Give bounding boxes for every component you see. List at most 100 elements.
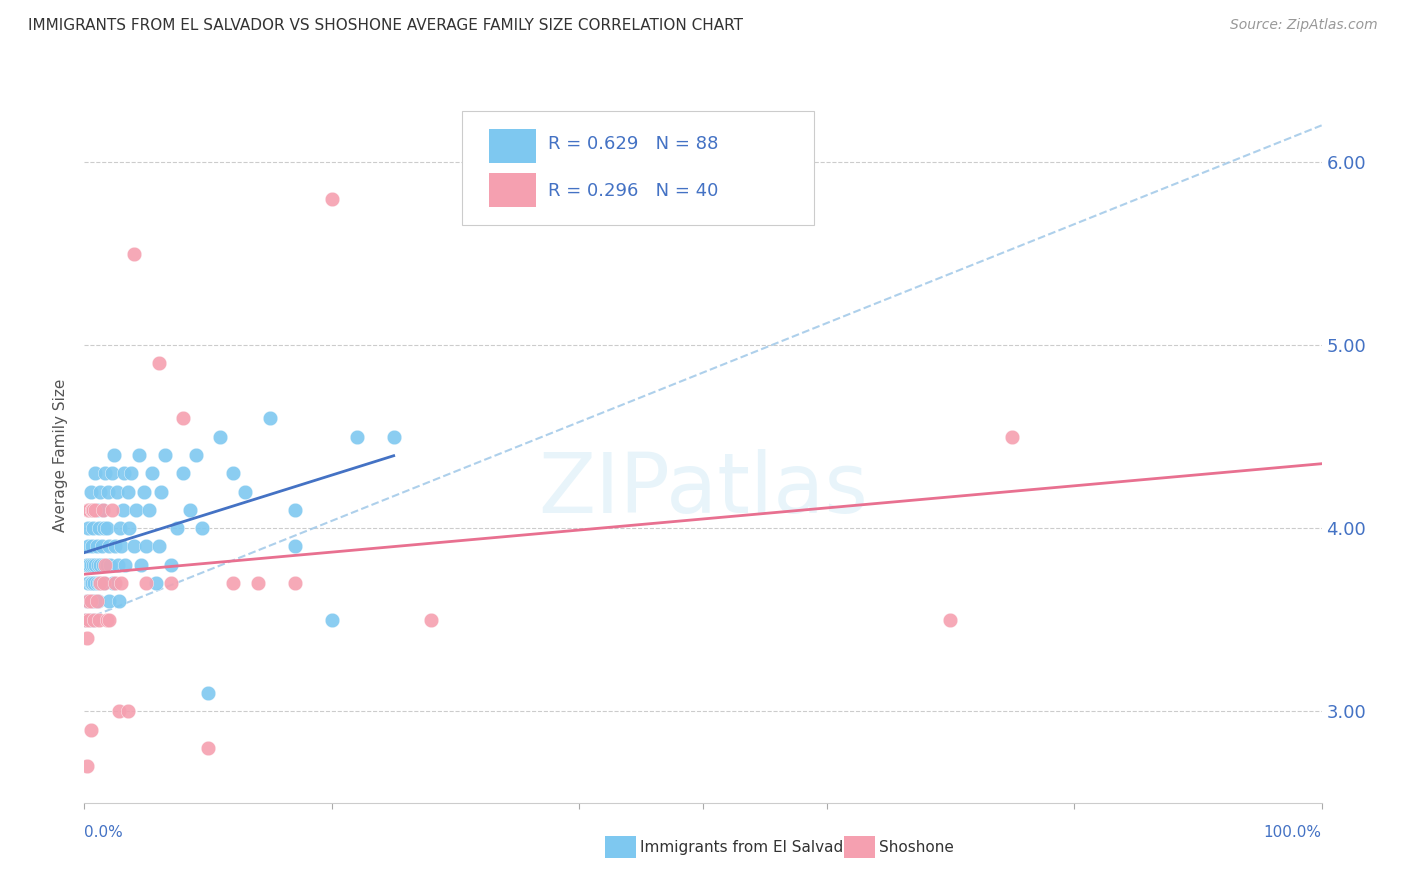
Point	[79, 484, 101, 499]
Point	[77, 521, 100, 535]
Point	[120, 467, 142, 481]
Point	[148, 540, 170, 554]
Point	[91, 503, 114, 517]
Point	[80, 594, 103, 608]
Text: 0.0%: 0.0%	[84, 825, 124, 840]
Point	[153, 448, 176, 462]
Point	[77, 594, 100, 608]
Point	[129, 558, 152, 572]
Text: ZIPatlas: ZIPatlas	[538, 450, 868, 530]
Point	[98, 613, 121, 627]
Point	[77, 576, 100, 591]
Point	[321, 613, 343, 627]
Point	[141, 467, 163, 481]
Point	[222, 467, 245, 481]
Point	[135, 576, 157, 591]
Point	[172, 467, 194, 481]
Point	[79, 503, 101, 517]
Point	[98, 558, 121, 572]
Point	[122, 246, 145, 260]
Point	[82, 613, 104, 627]
Point	[82, 521, 104, 535]
Point	[75, 613, 97, 627]
Point	[94, 467, 117, 481]
Point	[79, 613, 101, 627]
Point	[172, 411, 194, 425]
Point	[148, 356, 170, 370]
Point	[90, 576, 112, 591]
Point	[346, 429, 368, 443]
Point	[284, 576, 307, 591]
Point	[84, 558, 107, 572]
Point	[101, 576, 124, 591]
Point	[93, 576, 115, 591]
Point	[79, 503, 101, 517]
Point	[191, 521, 214, 535]
Point	[117, 704, 139, 718]
Point	[382, 429, 405, 443]
Text: R = 0.629   N = 88: R = 0.629 N = 88	[548, 135, 718, 153]
Bar	[489, 173, 536, 207]
Point	[76, 631, 98, 645]
Point	[90, 540, 112, 554]
Point	[132, 484, 155, 499]
Point	[89, 521, 111, 535]
Point	[107, 558, 129, 572]
Point	[110, 540, 132, 554]
Point	[197, 686, 219, 700]
Point	[125, 503, 148, 517]
Point	[87, 594, 110, 608]
Point	[284, 540, 307, 554]
Point	[110, 521, 132, 535]
Point	[939, 613, 962, 627]
Point	[79, 558, 101, 572]
Point	[89, 613, 111, 627]
Point	[89, 576, 111, 591]
Text: IMMIGRANTS FROM EL SALVADOR VS SHOSHONE AVERAGE FAMILY SIZE CORRELATION CHART: IMMIGRANTS FROM EL SALVADOR VS SHOSHONE …	[28, 18, 744, 33]
Point	[160, 558, 183, 572]
Point	[108, 704, 131, 718]
Point	[84, 467, 107, 481]
Y-axis label: Average Family Size: Average Family Size	[53, 378, 69, 532]
Point	[79, 613, 101, 627]
Point	[91, 558, 114, 572]
Point	[93, 521, 115, 535]
Point	[160, 576, 183, 591]
Point	[184, 448, 207, 462]
Point	[83, 613, 105, 627]
Point	[166, 521, 188, 535]
Point	[110, 576, 132, 591]
Point	[321, 192, 343, 206]
Point	[82, 558, 104, 572]
Point	[94, 558, 117, 572]
Point	[150, 484, 173, 499]
Point	[128, 448, 150, 462]
Point	[118, 521, 141, 535]
Point	[82, 503, 104, 517]
Point	[76, 558, 98, 572]
Point	[86, 503, 108, 517]
Point	[112, 467, 135, 481]
Point	[135, 540, 157, 554]
Text: Source: ZipAtlas.com: Source: ZipAtlas.com	[1230, 18, 1378, 32]
Point	[1001, 429, 1024, 443]
Bar	[489, 129, 536, 162]
Point	[80, 540, 103, 554]
Point	[114, 558, 136, 572]
Point	[79, 558, 101, 572]
Point	[75, 613, 97, 627]
Point	[96, 558, 118, 572]
Text: Immigrants from El Salvador: Immigrants from El Salvador	[640, 840, 859, 855]
Point	[79, 576, 101, 591]
Point	[259, 411, 281, 425]
Point	[98, 540, 121, 554]
Point	[86, 576, 108, 591]
Point	[86, 540, 108, 554]
Point	[138, 503, 160, 517]
Point	[89, 484, 111, 499]
Point	[122, 540, 145, 554]
Point	[100, 503, 122, 517]
Point	[79, 594, 101, 608]
Point	[103, 448, 125, 462]
Text: R = 0.296   N = 40: R = 0.296 N = 40	[548, 182, 718, 200]
